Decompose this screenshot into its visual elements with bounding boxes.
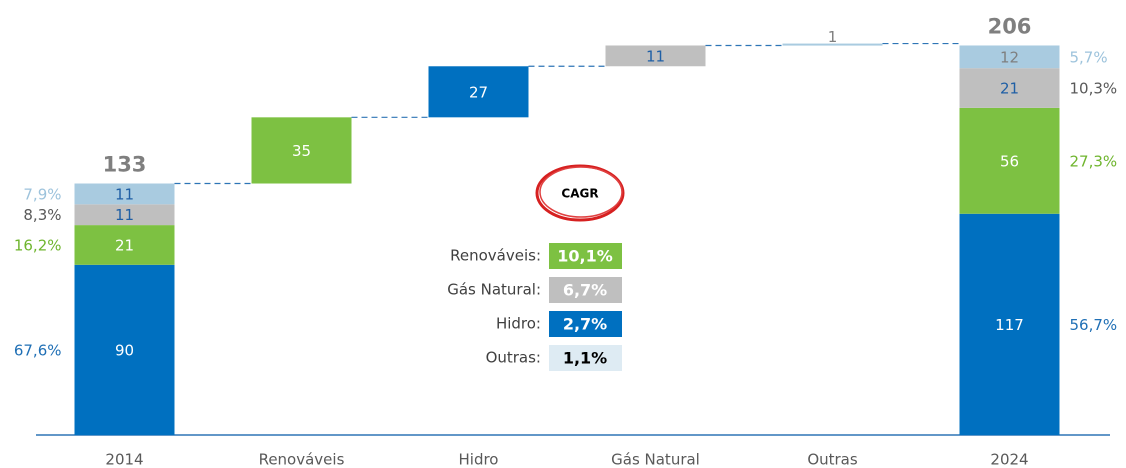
cagr-value: 6,7% <box>563 281 607 300</box>
bar-segment <box>74 264 175 435</box>
share-label: 10,3% <box>1070 80 1118 98</box>
bar-segment <box>74 225 175 265</box>
cagr-box <box>549 311 622 337</box>
bar-label: 90 <box>115 341 134 359</box>
cagr-circle <box>535 164 625 222</box>
x-tick-label: 2014 <box>105 451 143 468</box>
x-tick-label: 2024 <box>990 451 1028 468</box>
cagr-value: 1,1% <box>563 349 607 368</box>
cagr-label: Hidro: <box>496 315 541 333</box>
bar-label: 35 <box>292 142 311 160</box>
cagr-label: Outras: <box>486 349 541 367</box>
bar-label: 1 <box>828 28 838 46</box>
share-label: 67,6% <box>14 341 62 359</box>
x-tick-label: Gás Natural <box>611 451 700 468</box>
total-label: 133 <box>103 153 147 177</box>
bar-label: 11 <box>115 185 134 203</box>
bar <box>605 45 706 67</box>
share-label: 16,2% <box>14 236 62 254</box>
cagr-box <box>549 277 622 303</box>
cagr-box <box>549 345 622 371</box>
bar-label: 11 <box>646 47 665 65</box>
share-label: 27,3% <box>1070 152 1118 170</box>
cagr-circle <box>539 166 623 218</box>
share-label: 56,7% <box>1070 316 1118 334</box>
cagr-value: 10,1% <box>557 247 613 266</box>
cagr-label: Gás Natural: <box>447 281 541 299</box>
cagr-value: 2,7% <box>563 315 607 334</box>
cagr-title: CAGR <box>561 187 598 201</box>
bar-segment <box>74 183 175 205</box>
bar-label: 11 <box>115 206 134 224</box>
bar-label: 117 <box>995 316 1024 334</box>
cagr-box <box>549 243 622 269</box>
bar-label: 56 <box>1000 152 1019 170</box>
cagr-label: Renováveis: <box>450 247 541 265</box>
share-label: 8,3% <box>23 206 61 224</box>
bar-segment <box>959 213 1060 435</box>
bar-segment <box>959 45 1060 69</box>
bar-label: 21 <box>115 236 134 254</box>
bar <box>782 43 883 46</box>
bar-segment <box>959 107 1060 214</box>
x-tick-label: Outras <box>807 451 858 468</box>
bar-segment <box>74 204 175 226</box>
share-label: 5,7% <box>1070 48 1108 66</box>
bar-label: 12 <box>1000 48 1019 66</box>
total-label: 206 <box>988 14 1032 38</box>
bar <box>251 117 352 184</box>
bar <box>428 66 529 118</box>
x-tick-label: Renováveis <box>259 451 345 468</box>
bar-label: 21 <box>1000 80 1019 98</box>
share-label: 7,9% <box>23 185 61 203</box>
x-tick-label: Hidro <box>459 451 499 468</box>
bar-segment <box>959 68 1060 108</box>
bar-label: 27 <box>469 83 488 101</box>
